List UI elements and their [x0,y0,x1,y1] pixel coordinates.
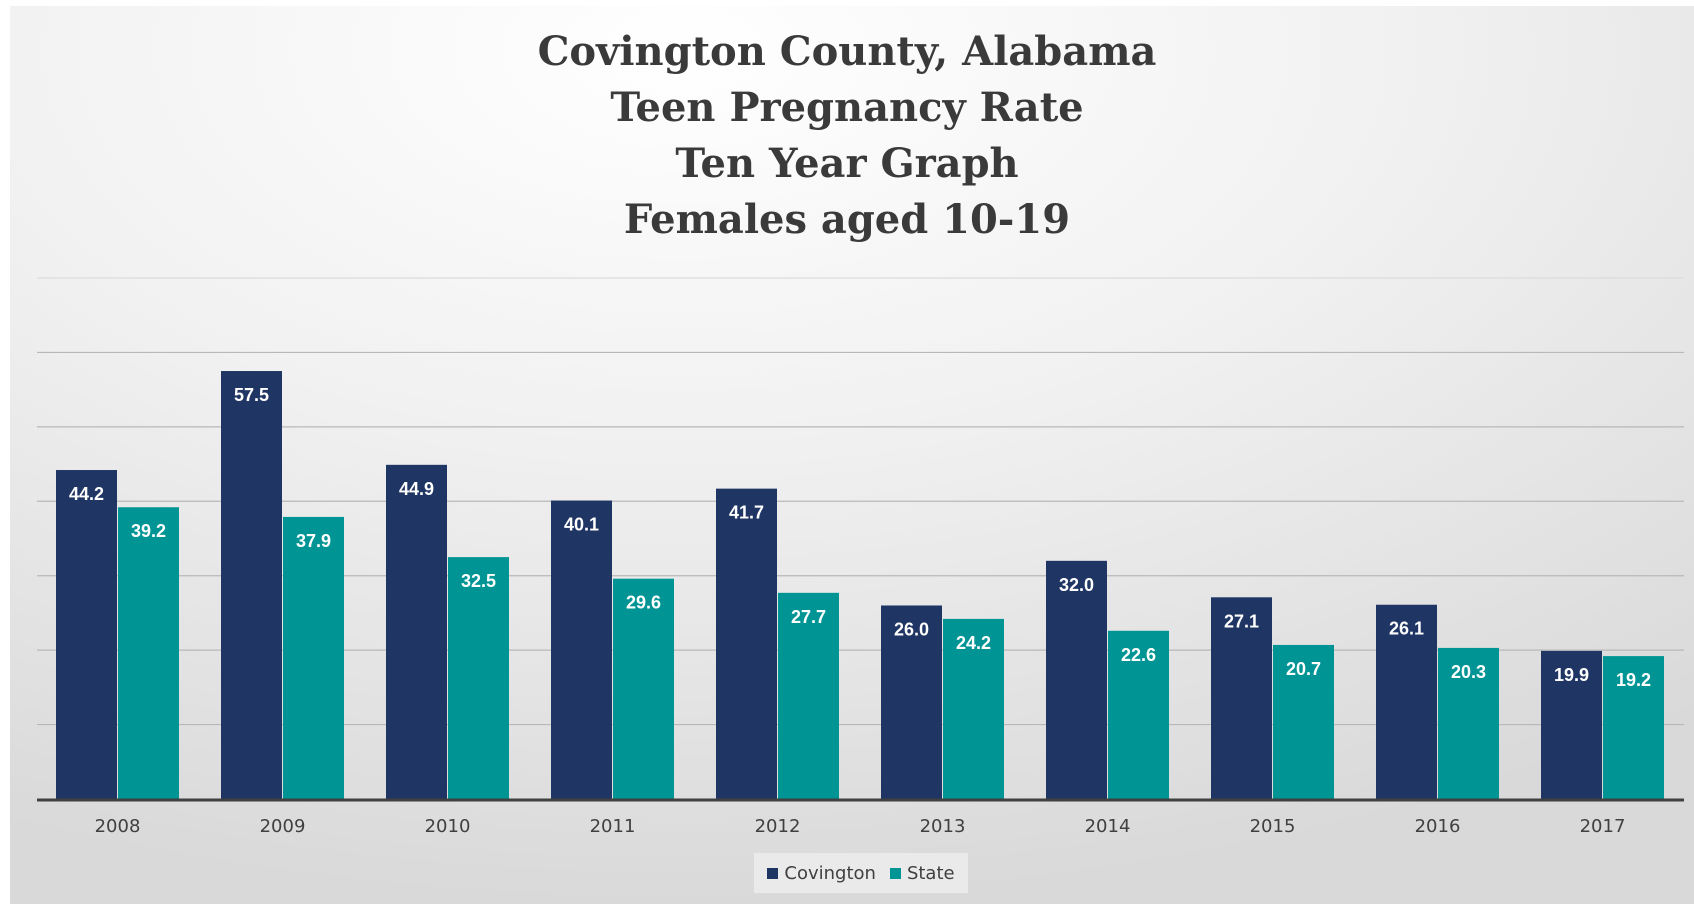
title-line: Females aged 10-19 [623,196,1071,243]
bar-state-2016 [1438,647,1499,799]
bar-covington-2012 [716,488,777,799]
bar-state-2017 [1603,656,1664,799]
data-label-covington-2010: 44.9 [399,479,434,499]
legend-swatch-state [889,867,901,879]
x-tick-label: 2012 [755,816,801,837]
data-label-state-2015: 20.7 [1286,659,1321,679]
bar-covington-2014 [1046,560,1107,799]
title-line: Teen Pregnancy Rate [610,84,1084,131]
x-tick-label: 2014 [1085,816,1131,837]
bar-covington-2015 [1211,597,1272,799]
bar-state-2008 [118,507,179,799]
bar-state-2011 [613,578,674,799]
bar-state-2013 [943,618,1004,799]
data-label-state-2012: 27.7 [791,607,826,627]
legend-swatch-covington [767,867,779,879]
x-tick-label: 2017 [1580,816,1626,837]
bar-covington-2009 [221,371,282,799]
bar-state-2014 [1108,630,1169,799]
data-label-covington-2009: 57.5 [234,385,269,405]
data-label-state-2017: 19.2 [1616,670,1651,690]
data-label-covington-2012: 41.7 [729,503,764,523]
legend-label-covington: Covington [784,862,876,884]
bar-state-2015 [1273,644,1334,799]
data-label-state-2011: 29.6 [626,593,661,613]
data-label-state-2014: 22.6 [1121,645,1156,665]
legend-item-state: State [889,862,955,884]
bar-covington-2011 [551,500,612,799]
legend-label-state: State [906,862,955,884]
x-tick-label: 2016 [1415,816,1461,837]
data-label-state-2016: 20.3 [1451,662,1486,682]
data-label-state-2009: 37.9 [296,531,331,551]
data-label-covington-2015: 27.1 [1224,611,1259,631]
bar-state-2012 [778,592,839,799]
title-line: Covington County, Alabama [537,28,1157,75]
data-label-covington-2014: 32.0 [1059,575,1094,595]
data-label-covington-2013: 26.0 [894,619,929,639]
data-label-covington-2017: 19.9 [1554,665,1589,685]
bar-state-2010 [448,557,509,799]
data-label-covington-2016: 26.1 [1389,619,1424,639]
data-label-covington-2008: 44.2 [69,484,104,504]
x-tick-label: 2011 [590,816,636,837]
x-tick-label: 2010 [425,816,471,837]
x-tick-label: 2009 [260,816,306,837]
x-tick-label: 2013 [920,816,966,837]
title-line: Ten Year Graph [675,140,1019,187]
x-tick-label: 2008 [95,816,141,837]
bar-covington-2016 [1376,604,1437,799]
chart-title: Covington County, Alabama Teen Pregnancy… [0,24,1694,248]
bar-covington-2008 [56,470,117,799]
bar-covington-2013 [881,605,942,799]
x-tick-label: 2015 [1250,816,1296,837]
bar-state-2009 [283,516,344,799]
data-label-state-2010: 32.5 [461,571,496,591]
legend: Covington State [754,853,968,893]
bar-covington-2017 [1541,650,1602,799]
data-label-covington-2011: 40.1 [564,515,599,535]
data-label-state-2013: 24.2 [956,633,991,653]
data-label-state-2008: 39.2 [131,521,166,541]
legend-item-covington: Covington [767,863,876,884]
bar-covington-2010 [386,464,447,799]
